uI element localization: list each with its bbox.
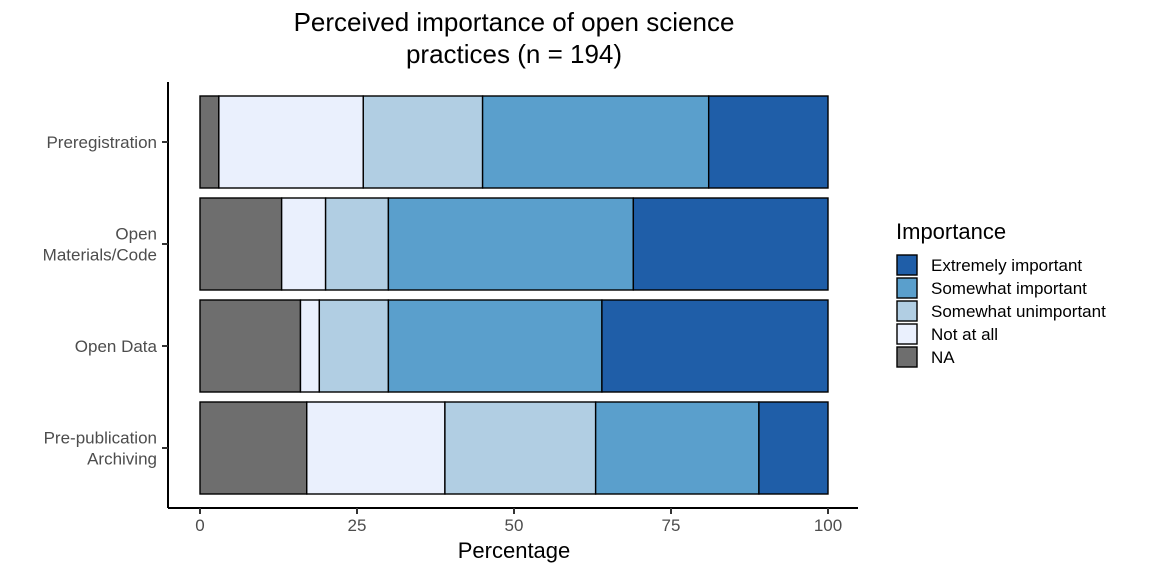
bar-segment (362, 95, 484, 189)
x-axis-title: Percentage (458, 538, 571, 563)
legend-label: Somewhat important (931, 279, 1087, 298)
bar-segment (707, 95, 829, 189)
y-tick-label: Archiving (87, 450, 157, 469)
bar-segment (481, 95, 710, 189)
title-line: Perceived importance of open science (294, 7, 735, 37)
bar-segment (387, 197, 635, 291)
legend-title: Importance (896, 219, 1006, 244)
bar-segment (199, 197, 283, 291)
legend-label: Somewhat unimportant (931, 302, 1106, 321)
bar-segment (218, 95, 364, 189)
y-tick-label: Materials/Code (43, 246, 157, 265)
legend-swatch (896, 254, 918, 276)
bar-segment (324, 197, 390, 291)
legend: Importance Extremely important Somewhat im… (896, 219, 1106, 368)
x-tick-label: 25 (348, 516, 367, 535)
bar-segment (387, 299, 603, 393)
y-tick-label: Open Data (75, 337, 158, 356)
bar-segment (199, 95, 220, 189)
y-tick-label: Open (115, 225, 157, 244)
bar-segment (199, 299, 302, 393)
bar-segment (444, 401, 597, 495)
legend-swatch (896, 323, 918, 345)
bar-segment (280, 197, 327, 291)
bar-segment (306, 401, 446, 495)
legend-label: Extremely important (931, 256, 1082, 275)
y-tick-label: Preregistration (46, 133, 157, 152)
x-tick-label: 100 (814, 516, 842, 535)
bar-segment (199, 401, 308, 495)
bar-segment (758, 401, 829, 495)
x-tick-label: 0 (195, 516, 204, 535)
bar-segment (594, 401, 760, 495)
y-tick-label: Pre-publication (44, 429, 157, 448)
chart-title: Perceived importance of open scienceprac… (294, 7, 735, 69)
legend-label: NA (931, 348, 955, 367)
bar-stacks (199, 95, 829, 495)
title-line: practices (n = 194) (406, 39, 622, 69)
bar-segment (601, 299, 829, 393)
x-tick-label: 50 (505, 516, 524, 535)
bar-segment (318, 299, 390, 393)
x-tick-label: 75 (662, 516, 681, 535)
legend-swatch (896, 277, 918, 299)
x-axis-ticks: 0 25 50 75 100 (195, 508, 842, 535)
bar-segment (299, 299, 321, 393)
legend-label: Not at all (931, 325, 998, 344)
legend-swatch (896, 346, 918, 368)
y-axis-ticks: Preregistration Open Materials/Code Open Da… (43, 133, 168, 469)
legend-swatch (896, 300, 918, 322)
bar-segment (632, 197, 829, 291)
